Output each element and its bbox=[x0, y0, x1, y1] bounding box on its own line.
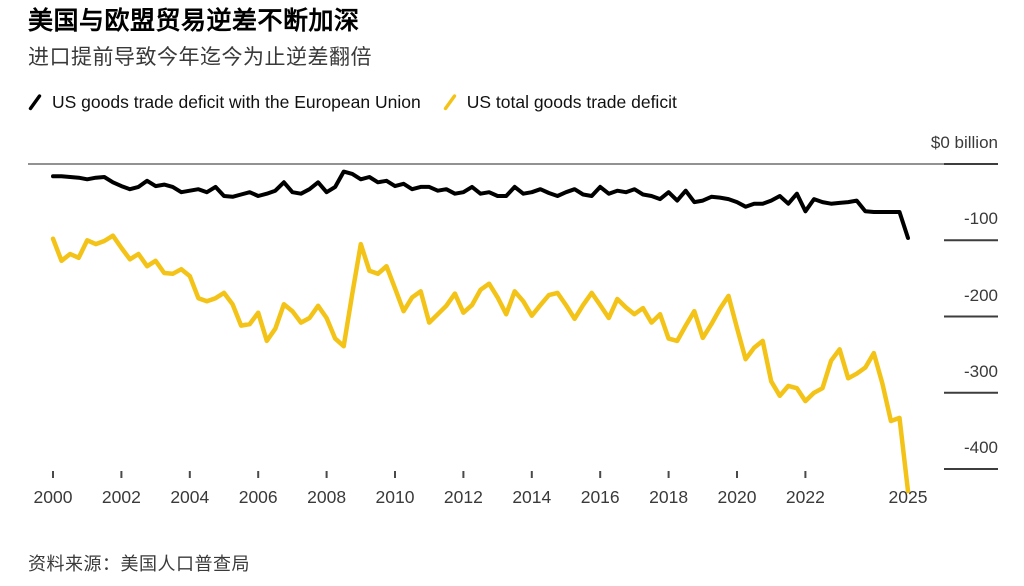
eu-deficit-line bbox=[51, 169, 910, 240]
x-axis-label-2002: 2002 bbox=[101, 487, 141, 507]
x-axis-label-2000: 2000 bbox=[33, 487, 73, 507]
y-axis-tick-layer bbox=[944, 163, 998, 470]
legend-item-eu-deficit: US goods trade deficit with the European… bbox=[28, 92, 421, 113]
eu-line-swatch-icon bbox=[28, 94, 42, 111]
legend-label-total-deficit: US total goods trade deficit bbox=[466, 92, 677, 112]
legend-label-eu-deficit: US goods trade deficit with the European… bbox=[52, 92, 421, 112]
source-note: 资料来源：美国人口普查局 bbox=[28, 554, 250, 574]
chart-legend: US goods trade deficit with the European… bbox=[28, 92, 677, 113]
x-axis-tick-layer bbox=[52, 471, 807, 478]
x-axis-label-2006: 2006 bbox=[238, 487, 278, 507]
y-axis-label--200: -200 bbox=[963, 285, 998, 305]
y-axis-label-0: $0 billion bbox=[930, 133, 998, 152]
x-axis-label-2020: 2020 bbox=[717, 487, 757, 507]
y-axis-label--100: -100 bbox=[963, 209, 998, 229]
x-axis-label-2010: 2010 bbox=[375, 487, 415, 507]
total-deficit-line bbox=[50, 233, 911, 494]
y-axis-label--300: -300 bbox=[963, 361, 998, 381]
x-axis-label-2025: 2025 bbox=[888, 487, 928, 507]
page-title: 美国与欧盟贸易逆差不断加深 bbox=[28, 7, 360, 35]
total-line-swatch-icon bbox=[443, 94, 456, 111]
y-axis-label--400: -400 bbox=[963, 438, 998, 457]
x-axis-label-2016: 2016 bbox=[580, 487, 620, 507]
page-subtitle: 进口提前导致今年迄今为止逆差翻倍 bbox=[28, 46, 372, 69]
x-axis-label-2008: 2008 bbox=[307, 487, 347, 507]
x-axis-label-2012: 2012 bbox=[443, 487, 483, 507]
x-axis-label-2018: 2018 bbox=[649, 487, 689, 507]
x-axis-label-2014: 2014 bbox=[512, 487, 552, 507]
x-axis-label-2004: 2004 bbox=[170, 487, 210, 507]
legend-item-total-deficit: US total goods trade deficit bbox=[443, 92, 677, 113]
x-axis-label-2022: 2022 bbox=[785, 487, 825, 507]
